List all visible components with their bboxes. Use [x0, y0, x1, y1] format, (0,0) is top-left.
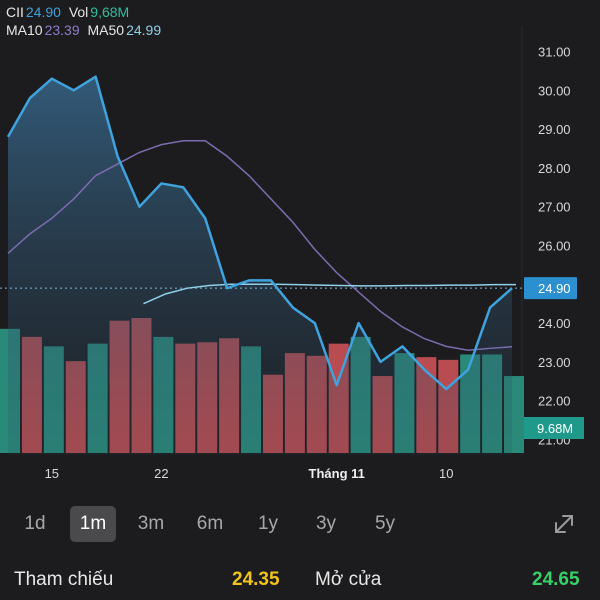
- price-area: [8, 76, 512, 455]
- y-tick-label: 30.00: [538, 83, 571, 98]
- chart-canvas[interactable]: 31.00 30.00 29.00 28.00 27.00 26.00 24.00 23.00…: [0, 0, 600, 490]
- reference-price-label: Tham chiếu: [14, 569, 114, 590]
- x-tick-label: 10: [439, 466, 453, 481]
- last-volume-badge: [524, 417, 584, 439]
- y-tick-label: 31.00: [538, 45, 571, 60]
- y-tick-label: 29.00: [538, 122, 571, 137]
- time-range-bar: 1d 1m 3m 6m 1y 3y 5y: [0, 496, 600, 552]
- expand-icon[interactable]: [548, 508, 580, 540]
- legend-row-price: CII 24.90 Vol 9,68M: [6, 4, 133, 20]
- range-tab-1y[interactable]: 1y: [257, 513, 279, 534]
- legend-vol-value: 9,68M: [90, 4, 130, 20]
- range-tab-3m[interactable]: 3m: [137, 513, 165, 534]
- range-tab-5y[interactable]: 5y: [374, 513, 396, 534]
- range-tab-1d[interactable]: 1d: [24, 513, 46, 534]
- last-volume-badge-text: 9.68M: [537, 421, 573, 436]
- y-tick-label: 22.00: [538, 394, 571, 409]
- range-tab-3y[interactable]: 3y: [315, 513, 337, 534]
- y-tick-label: 28.00: [538, 161, 571, 176]
- x-tick-label: Tháng 11: [309, 466, 365, 481]
- stock-chart[interactable]: 31.00 30.00 29.00 28.00 27.00 26.00 24.00 23.00…: [0, 0, 600, 490]
- y-tick-label: 26.00: [538, 239, 571, 254]
- open-price-label: Mở cửa: [315, 569, 382, 590]
- range-tab-6m[interactable]: 6m: [196, 513, 224, 534]
- legend-ma50-value: 24.99: [126, 22, 162, 38]
- last-price-badge: [524, 277, 577, 300]
- legend-ma10-value: 23.39: [44, 22, 80, 38]
- range-tab-1m[interactable]: 1m: [70, 506, 116, 542]
- y-tick-label: 27.00: [538, 200, 571, 215]
- legend-price: 24.90: [25, 4, 61, 20]
- last-price-badge-text: 24.90: [538, 281, 571, 296]
- y-tick-label: 23.00: [538, 355, 571, 370]
- legend-symbol: CII: [6, 4, 24, 20]
- x-tick-label: 22: [154, 466, 168, 481]
- reference-price-value: 24.35: [232, 569, 280, 590]
- price-line: [6, 75, 513, 391]
- open-price-value: 24.65: [532, 569, 580, 590]
- y-tick-label: 24.00: [538, 316, 571, 331]
- legend-ma50-label: MA50: [87, 22, 125, 38]
- legend-ma10-label: MA10: [6, 22, 43, 38]
- legend-vol-label: Vol: [68, 4, 89, 20]
- ma10-line: [7, 140, 513, 352]
- ma50-line: [143, 283, 516, 305]
- x-tick-label: 15: [45, 466, 59, 481]
- price-stats: Tham chiếu 24.35 Mở cửa 24.65: [0, 560, 600, 600]
- legend-row-ma: MA10 23.39 MA50 24.99: [6, 22, 165, 38]
